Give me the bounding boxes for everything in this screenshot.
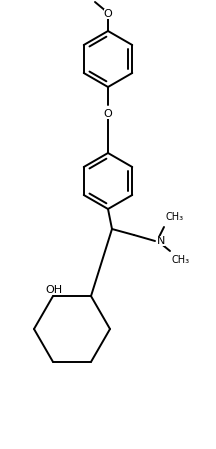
Text: O: O bbox=[104, 9, 112, 19]
Text: CH₃: CH₃ bbox=[74, 0, 92, 2]
Text: CH₃: CH₃ bbox=[165, 212, 183, 222]
Text: N: N bbox=[157, 236, 165, 246]
Text: OH: OH bbox=[46, 285, 63, 295]
Text: O: O bbox=[104, 109, 112, 119]
Text: CH₃: CH₃ bbox=[172, 255, 190, 265]
